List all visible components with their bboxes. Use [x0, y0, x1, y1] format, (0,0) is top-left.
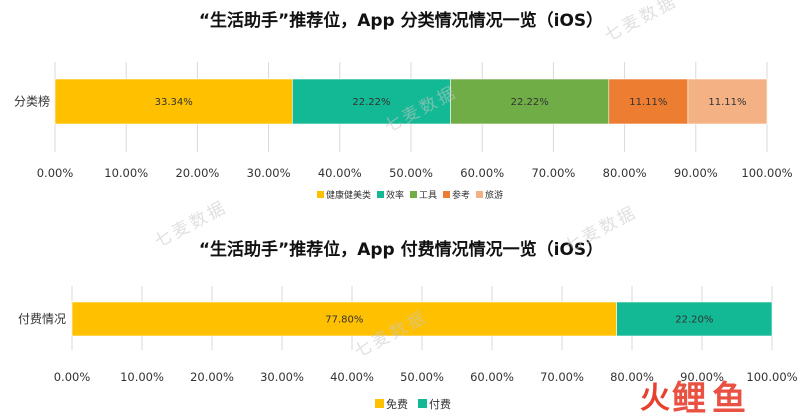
chart-title: “生活助手”推荐位，App 付费情况情况一览（iOS） [199, 239, 603, 260]
legend-swatch [443, 191, 450, 198]
x-tick-label: 100.00% [741, 166, 792, 180]
bar-segment [616, 301, 773, 337]
x-tick-label: 80.00% [610, 370, 654, 384]
brand-logo: 火 鲤鱼 [640, 372, 800, 419]
x-tick-label: 50.00% [400, 370, 444, 384]
data-label: 22.20% [675, 315, 713, 326]
legend-label: 效率 [386, 189, 404, 201]
legend-label: 工具 [419, 190, 437, 201]
x-tick-label: 0.00% [54, 370, 91, 384]
x-tick-label: 80.00% [603, 166, 647, 180]
legend-swatch [410, 191, 417, 198]
category-label: 付费情况 [18, 312, 66, 326]
x-tick-label: 50.00% [389, 166, 433, 180]
bar-segment [292, 78, 451, 125]
legend-swatch [317, 191, 324, 198]
x-tick-label: 10.00% [120, 370, 164, 384]
x-tick-label: 40.00% [318, 166, 362, 180]
legend-label: 免费 [386, 397, 408, 411]
x-tick-label: 40.00% [330, 370, 374, 384]
x-tick-label: 20.00% [190, 370, 234, 384]
x-tick-label: 30.00% [247, 166, 291, 180]
category-label: 分类榜 [14, 94, 50, 109]
logo-glyph: 火 [640, 381, 670, 416]
x-tick-label: 30.00% [260, 370, 304, 384]
data-label: 11.11% [629, 97, 667, 108]
logo-text: 鲤鱼 [672, 378, 752, 419]
data-label: 22.22% [352, 97, 390, 108]
x-tick-label: 20.00% [175, 166, 219, 180]
x-tick-label: 60.00% [470, 370, 514, 384]
data-label: 77.80% [325, 315, 363, 326]
data-label: 11.11% [708, 97, 746, 108]
bar-segment [450, 78, 610, 125]
legend-swatch [377, 191, 384, 198]
x-tick-label: 70.00% [540, 370, 584, 384]
legend-swatch [476, 191, 483, 198]
x-tick-label: 100.00% [746, 370, 797, 384]
x-tick-label: 60.00% [460, 166, 504, 180]
bar-segment [71, 301, 617, 337]
legend-label: 付费 [429, 398, 451, 411]
x-tick-label: 70.00% [531, 166, 575, 180]
data-label: 22.22% [511, 97, 549, 108]
bar-segment [54, 78, 293, 125]
legend-label: 参考 [452, 189, 470, 201]
legend-swatch [418, 399, 427, 408]
data-label: 33.34% [155, 97, 193, 108]
bar-segment [687, 78, 768, 125]
x-tick-label: 10.00% [104, 166, 148, 180]
bar-segment [608, 78, 689, 125]
x-tick-label: 90.00% [680, 370, 724, 384]
x-tick-label: 0.00% [37, 166, 74, 180]
legend-label: 旅游 [485, 189, 503, 201]
x-tick-label: 90.00% [674, 166, 718, 180]
legend-swatch [375, 399, 384, 408]
chart-title: “生活助手”推荐位，App 分类情况情况一览（iOS） [199, 10, 603, 31]
legend-label: 健康健美类 [326, 189, 371, 201]
